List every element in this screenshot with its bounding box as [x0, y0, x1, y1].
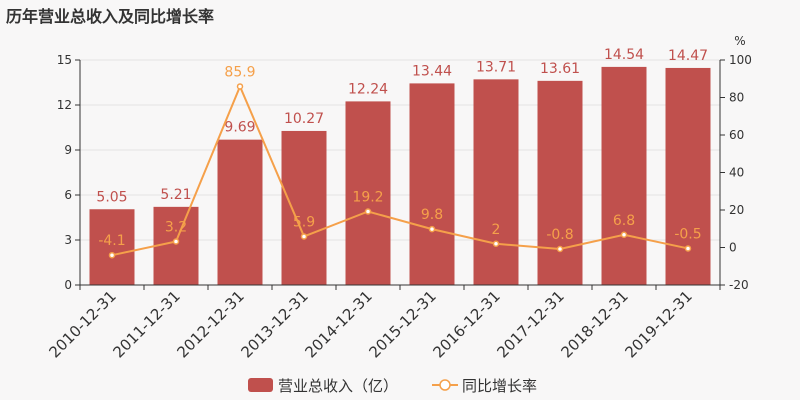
bar	[473, 79, 519, 285]
bar	[601, 66, 647, 286]
y-left-tick-label: 0	[64, 278, 72, 292]
y-left-tick-label: 15	[57, 53, 72, 67]
line-point	[300, 233, 308, 240]
bar	[537, 80, 583, 285]
line-point	[172, 238, 180, 245]
line-value-label: -0.8	[546, 227, 573, 243]
x-tick-label: 2016-12-31	[429, 287, 503, 361]
bar	[409, 83, 455, 286]
y-right-tick-label: 60	[729, 128, 744, 142]
x-tick-label: 2010-12-31	[45, 287, 119, 361]
bar	[345, 101, 391, 286]
line-point	[364, 208, 372, 215]
chart-title: 历年营业总收入及同比增长率	[6, 7, 215, 26]
legend-line-label: 同比增长率	[462, 377, 537, 395]
y-right-tick-label: 80	[729, 91, 744, 105]
line-value-label: -4.1	[98, 233, 125, 249]
y-right-tick-label: 40	[729, 166, 744, 180]
x-tick-label: 2013-12-31	[237, 287, 311, 361]
x-tick-label: 2011-12-31	[109, 287, 183, 361]
bar	[89, 209, 135, 285]
bar-value-label: 12.24	[348, 81, 388, 97]
x-tick-label: 2014-12-31	[301, 287, 375, 361]
line-value-label: 19.2	[352, 190, 383, 206]
line-value-label: 6.8	[613, 213, 635, 229]
line-point	[492, 240, 500, 247]
line-series: -4.1 3.2 85.9 5.9 19.2 9.8 2 -0.8 6.8 -0.5	[98, 64, 702, 259]
x-tick-label: 2012-12-31	[173, 287, 247, 361]
legend: 营业总收入（亿） 同比增长率	[248, 377, 537, 395]
line-value-label: 2	[492, 222, 501, 238]
x-tick-label: 2019-12-31	[621, 287, 695, 361]
y-left-tick-label: 6	[64, 188, 72, 202]
line-point	[684, 245, 692, 252]
y-left-tick-label: 9	[64, 143, 72, 157]
bar-value-label: 14.54	[604, 47, 644, 63]
line-point	[620, 231, 628, 238]
bar-value-label: 13.71	[476, 59, 516, 75]
y-right-tick-label: 0	[729, 241, 737, 255]
line-value-label: 85.9	[224, 64, 255, 80]
legend-line-marker	[439, 379, 451, 391]
y-right-tick-label: -20	[729, 278, 749, 292]
bar	[217, 139, 263, 285]
y-right-unit: %	[734, 34, 745, 48]
bar	[281, 130, 327, 285]
legend-bar-swatch	[248, 378, 273, 392]
y-left-tick-label: 3	[64, 233, 72, 247]
line-value-label: 5.9	[293, 214, 315, 230]
bar-value-label: 5.05	[96, 189, 127, 205]
line-point	[556, 245, 564, 253]
bar-value-label: 10.27	[284, 111, 324, 127]
line-point	[236, 83, 244, 90]
bar-value-label: 13.61	[540, 61, 580, 77]
bar-series	[89, 66, 711, 286]
line-point	[108, 251, 116, 259]
bar	[153, 206, 199, 285]
bar-value-label: 13.44	[412, 63, 452, 79]
bar-value-label: 9.69	[224, 120, 255, 136]
line-value-label: 3.2	[165, 220, 187, 236]
y-right-tick-label: 100	[729, 53, 752, 67]
bar-labels: 5.05 5.21 9.69 10.27 12.24 13.44 13.71 13.61 14.…	[96, 47, 708, 205]
x-tick-label: 2018-12-31	[557, 287, 631, 361]
line-point	[428, 225, 436, 233]
x-tick-label: 2015-12-31	[365, 287, 439, 361]
line-value-label: 9.8	[421, 207, 443, 223]
bar	[665, 67, 711, 285]
growth-line	[111, 83, 689, 257]
bar-value-label: 14.47	[668, 48, 708, 64]
x-tick-label: 2017-12-31	[493, 287, 567, 361]
legend-bar-label: 营业总收入（亿）	[278, 377, 398, 395]
line-value-label: -0.5	[674, 226, 701, 242]
y-left-tick-label: 12	[57, 98, 72, 112]
y-right-tick-label: 20	[729, 203, 744, 217]
bar-value-label: 5.21	[160, 187, 191, 203]
